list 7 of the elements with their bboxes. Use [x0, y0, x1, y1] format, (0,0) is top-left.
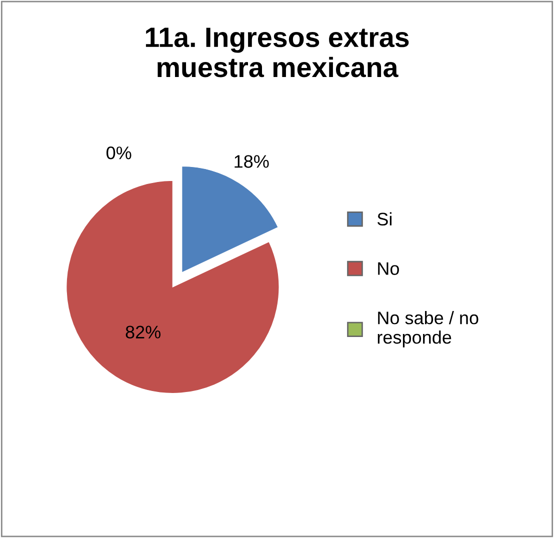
legend-label: No sabe / no responde — [378, 311, 478, 348]
data-label: 18% — [234, 155, 269, 168]
text: 0% — [106, 146, 132, 160]
legend-label: Si — [377, 212, 392, 226]
chart-title: 11a. Ingresos extras muestra mexicana — [146, 28, 409, 78]
data-label: 82% — [126, 326, 161, 338]
legend-label: No — [378, 262, 399, 275]
